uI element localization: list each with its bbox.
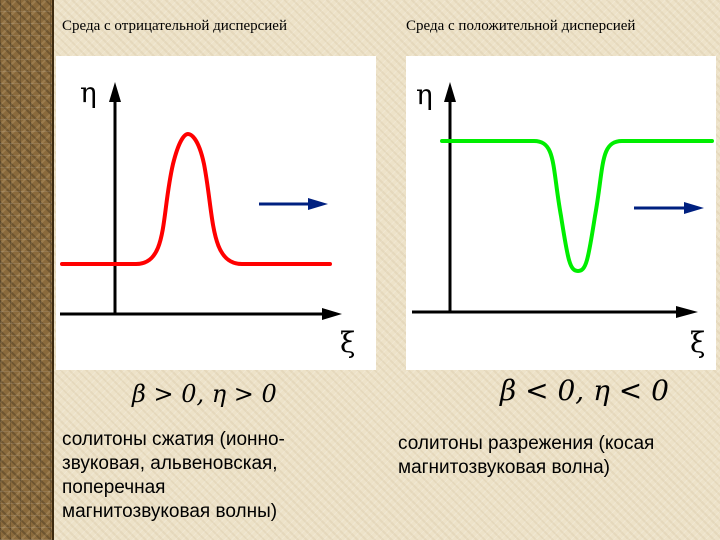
y-axis-arrowhead — [109, 82, 121, 102]
condition-formula-right: β < 0, η < 0 — [500, 374, 669, 407]
x-axis-arrowhead — [676, 306, 698, 318]
heading-negative-dispersion: Среда с отрицательной дисперсией — [62, 18, 287, 34]
diagram-compression-soliton: η ξ — [60, 76, 355, 359]
caption-line: магнитозвуковая волны) — [62, 501, 278, 522]
border-divider — [52, 0, 54, 540]
x-axis-arrowhead — [322, 308, 342, 320]
soliton-curve — [440, 139, 714, 274]
caption-line: солитоны сжатия (ионно- — [62, 429, 285, 450]
caption-line: магнитозвуковая волна) — [398, 457, 611, 478]
x-axis-label: ξ — [340, 326, 355, 359]
propagation-arrowhead — [308, 198, 328, 210]
panel-rarefaction-soliton: η ξ — [406, 56, 716, 370]
caption-rarefaction-solitons: солитоны разрежения (косая магнитозвуков… — [398, 432, 718, 480]
y-axis-arrowhead — [444, 82, 456, 102]
diagram-rarefaction-soliton: η ξ — [412, 78, 714, 359]
panel-compression-soliton: η ξ — [56, 56, 376, 370]
caption-line: поперечная — [62, 477, 166, 498]
heading-positive-dispersion: Среда с положительной дисперсией — [406, 18, 636, 34]
x-axis-label: ξ — [690, 326, 705, 359]
decorative-border — [0, 0, 52, 540]
propagation-arrowhead — [684, 202, 704, 214]
caption-compression-solitons: солитоны сжатия (ионно- звуковая, альвен… — [62, 428, 362, 524]
caption-line: солитоны разрежения (косая — [398, 433, 655, 454]
y-axis-label: η — [416, 78, 433, 111]
y-axis-label: η — [80, 76, 97, 109]
caption-line: звуковая, альвеновская, — [62, 453, 278, 474]
soliton-curve — [60, 131, 332, 266]
condition-formula-left: β > 0, η > 0 — [132, 380, 277, 408]
